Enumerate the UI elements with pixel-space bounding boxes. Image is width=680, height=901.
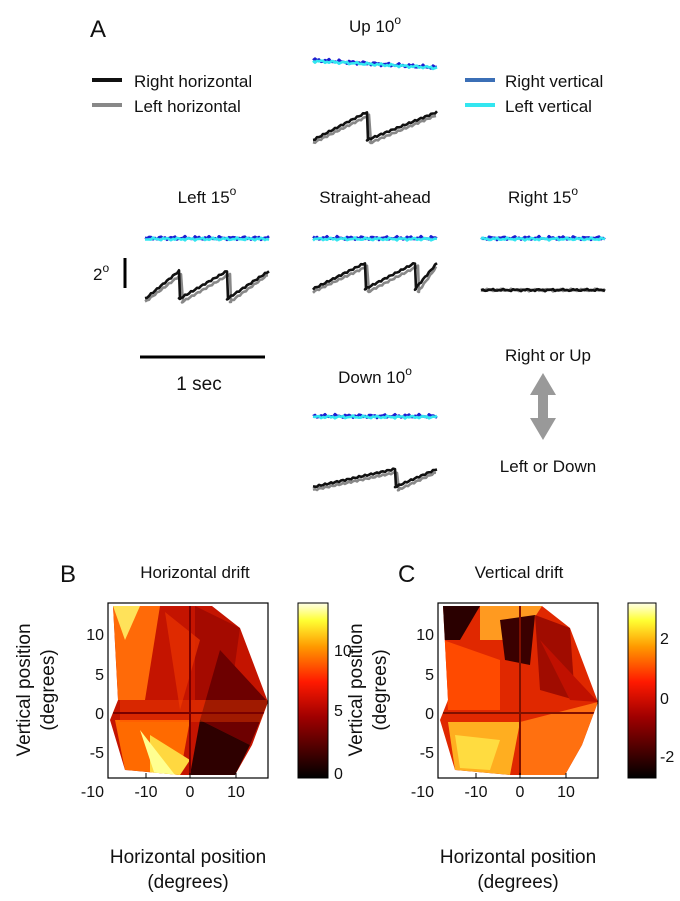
colorbar-b: 10 5 0	[297, 602, 352, 783]
panel-a-label: A	[90, 16, 106, 43]
title-right: Right 15o	[508, 184, 578, 207]
legend: Right horizontal Left horizontal Right v…	[92, 72, 603, 116]
right-horizontal-trace	[312, 262, 438, 291]
x-tick-label: 0	[516, 784, 525, 801]
title-down: Down 10o	[338, 364, 412, 387]
plot-frame-c	[437, 602, 599, 779]
panel-a: A Right horizontal Left horizontal Right…	[90, 13, 606, 492]
legend-left-horizontal: Left horizontal	[134, 97, 241, 116]
y-tick-label: 0	[95, 706, 104, 723]
x-tick-label: -10	[134, 784, 157, 801]
x-tick-label: 10	[557, 784, 575, 801]
amplitude-scale-label: 2o	[93, 261, 109, 284]
time-scale-label: 1 sec	[176, 374, 221, 395]
colorbar-tick-label: 2	[660, 631, 669, 648]
title-up: Up 10o	[349, 13, 401, 36]
left-horizontal-trace	[312, 264, 438, 294]
x-axis-label-c: Horizontal position	[440, 847, 596, 868]
title-straight-ahead: Straight-ahead	[319, 188, 431, 207]
y-tick-label: -5	[90, 745, 104, 762]
direction-indicator: Right or Up Left or Down	[500, 346, 596, 476]
colorbar-tick-label: 5	[334, 703, 343, 720]
left-vertical-trace	[480, 236, 606, 242]
legend-left-vertical: Left vertical	[505, 97, 592, 116]
y-axis-label-c: Vertical position (degrees)	[346, 623, 391, 756]
colorbar-tick-label: 10	[334, 643, 352, 660]
panel-b: B Horizontal drift -10 0 10 10 5	[14, 561, 352, 893]
x-tick-label: -10	[464, 784, 487, 801]
x-tick-label: 0	[186, 784, 195, 801]
heatmap-b	[110, 606, 268, 775]
x-axis-c: -10 0 10	[464, 773, 575, 801]
eye-traces	[144, 57, 606, 492]
x-axis-b: -10 0 10	[134, 773, 245, 801]
left-horizontal-trace	[312, 113, 437, 145]
legend-right-horizontal: Right horizontal	[134, 72, 252, 91]
left-vertical-trace	[312, 59, 438, 71]
x-axis-unit-b: (degrees)	[147, 872, 228, 893]
x-tick-label: 10	[227, 784, 245, 801]
amplitude-scale-bar: 2o	[93, 258, 127, 288]
direction-bottom-label: Left or Down	[500, 457, 596, 476]
x-axis-label-b: Horizontal position	[110, 847, 266, 868]
double-arrow-icon	[530, 373, 556, 440]
x-axis-unit-c: (degrees)	[477, 872, 558, 893]
panel-b-label: B	[60, 561, 76, 588]
right-horizontal-trace	[144, 269, 270, 301]
colorbar-c: 2 0 -2	[627, 602, 674, 779]
y-tick-label: -10	[411, 784, 434, 801]
right-horizontal-trace	[480, 287, 606, 293]
colorbar-tick-label: 0	[334, 766, 343, 783]
y-tick-label: 0	[425, 706, 434, 723]
y-tick-label: 10	[416, 627, 434, 644]
y-tick-label: 5	[95, 667, 104, 684]
direction-top-label: Right or Up	[505, 346, 591, 365]
panel-c: C Vertical drift -10 0 10 10 5 0	[346, 561, 674, 893]
panel-b-title: Horizontal drift	[140, 563, 250, 582]
left-horizontal-trace	[312, 470, 437, 492]
y-axis-c: 10 5 0 -5 -10	[411, 627, 434, 801]
left-horizontal-trace	[144, 272, 269, 304]
legend-right-vertical: Right vertical	[505, 72, 603, 91]
right-horizontal-trace	[312, 467, 438, 489]
colorbar-tick-label: -2	[660, 749, 674, 766]
left-vertical-trace	[312, 414, 438, 420]
heatmap-c	[440, 606, 598, 775]
y-tick-label: 10	[86, 627, 104, 644]
panel-c-label: C	[398, 561, 415, 588]
left-vertical-trace	[312, 236, 438, 242]
panel-c-title: Vertical drift	[475, 563, 564, 582]
y-axis-b: 10 5 0 -5 -10	[81, 627, 104, 801]
left-vertical-trace	[145, 236, 270, 242]
y-tick-label: -5	[420, 745, 434, 762]
right-horizontal-trace	[312, 110, 438, 142]
colorbar-tick-label: 0	[660, 691, 669, 708]
y-axis-label-b: Vertical position (degrees)	[14, 623, 59, 756]
time-scale-bar: 1 sec	[140, 355, 265, 395]
plot-frame-b	[107, 602, 269, 779]
title-left: Left 15o	[178, 184, 237, 207]
y-tick-label: 5	[425, 667, 434, 684]
y-tick-label: -10	[81, 784, 104, 801]
